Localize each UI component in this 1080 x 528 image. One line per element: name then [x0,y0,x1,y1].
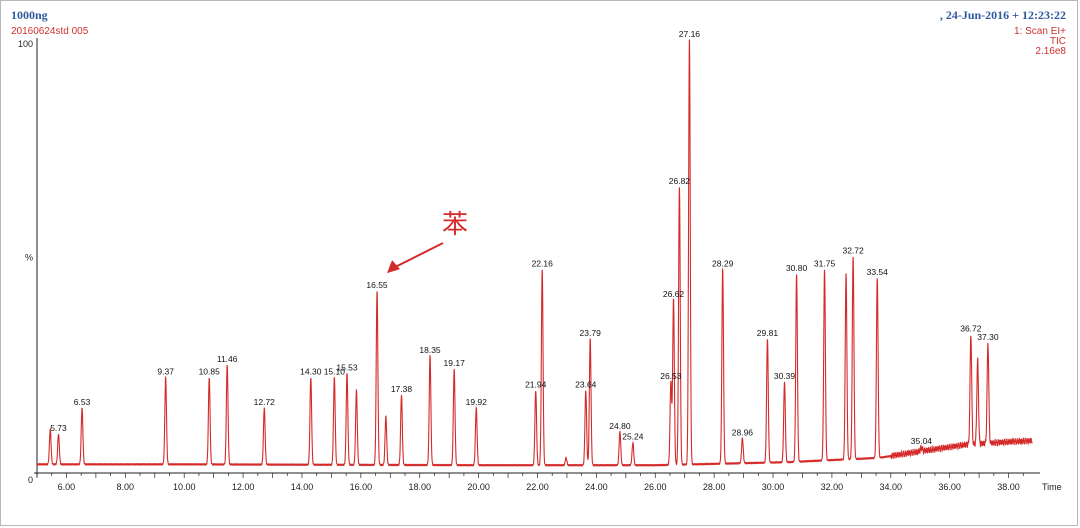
chromatogram-trace [36,39,1033,467]
peak-label: 19.92 [466,397,488,407]
x-axis-label: Time [1042,482,1062,492]
annotation-label: 苯 [442,210,468,240]
peak-label: 15.10 [324,367,346,377]
peak-label: 10.85 [199,367,221,377]
peak-label: 31.75 [814,258,836,268]
sample-name: 1000ng [11,8,48,22]
peak-label: 29.81 [757,328,779,338]
x-tick-label: 38.00 [997,482,1020,492]
peak-label: 6.53 [74,397,91,407]
peak-label: 33.54 [867,267,889,277]
peak-label: 30.80 [786,263,808,273]
peak-label: 16.55 [366,280,388,290]
peak-label: 14.30 [300,367,322,377]
peak-label: 36.72 [960,323,982,333]
scan-mode: 1: Scan EI+ [1014,26,1066,37]
peak-label: 5.73 [50,423,67,433]
peak-label: 19.17 [444,358,466,368]
annotation-arrow-head [387,260,401,274]
x-tick-label: 12.00 [232,482,255,492]
peak-label: 15.53 [336,362,358,372]
x-tick-label: 18.00 [408,482,431,492]
peak-label: 35.04 [911,436,933,446]
peak-label: 9.37 [157,367,174,377]
peak-label: 22.16 [532,258,554,268]
x-tick-label: 6.00 [58,482,76,492]
x-tick-label: 28.00 [703,482,726,492]
peak-label: 24.80 [609,421,631,431]
peak-label: 23.64 [575,380,597,390]
peak-label: 21.94 [525,380,547,390]
peak-label: 28.29 [712,258,734,268]
peak-label: 32.72 [842,246,864,256]
x-tick-label: 24.00 [585,482,608,492]
y-tick-label: 0 [28,475,33,485]
x-tick-label: 22.00 [526,482,549,492]
x-tick-label: 20.00 [467,482,490,492]
x-tick-label: 30.00 [762,482,785,492]
x-tick-label: 26.00 [644,482,667,492]
peak-label: 30.39 [774,371,796,381]
peak-label: 26.82 [669,176,691,186]
file-name: 20160624std 005 [11,26,89,37]
intensity-scale: 2.16e8 [1035,46,1066,57]
peak-label: 25.24 [622,432,644,442]
peak-label: 18.35 [419,345,441,355]
annotation-arrow-shaft [392,242,444,270]
x-tick-label: 8.00 [117,482,135,492]
peak-label: 12.72 [254,397,276,407]
peak-label: 28.96 [732,427,754,437]
x-tick-label: 14.00 [291,482,314,492]
peak-label: 23.79 [580,328,602,338]
x-tick-label: 32.00 [821,482,844,492]
peak-label: 27.16 [679,29,701,39]
y-tick-label: 100 [18,39,33,49]
y-axis-label: % [25,253,33,263]
peak-label: 26.62 [663,289,685,299]
peak-label: 17.38 [391,384,413,394]
x-tick-label: 16.00 [350,482,373,492]
peak-label: 11.46 [217,354,238,364]
x-tick-label: 34.00 [880,482,903,492]
peak-label: 37.30 [977,332,999,342]
peak-label: 26.53 [660,371,682,381]
x-tick-label: 10.00 [173,482,196,492]
acquisition-datetime: , 24-Jun-2016 + 12:23:22 [939,8,1066,22]
x-tick-label: 36.00 [938,482,961,492]
trace-type: TIC [1049,36,1066,47]
